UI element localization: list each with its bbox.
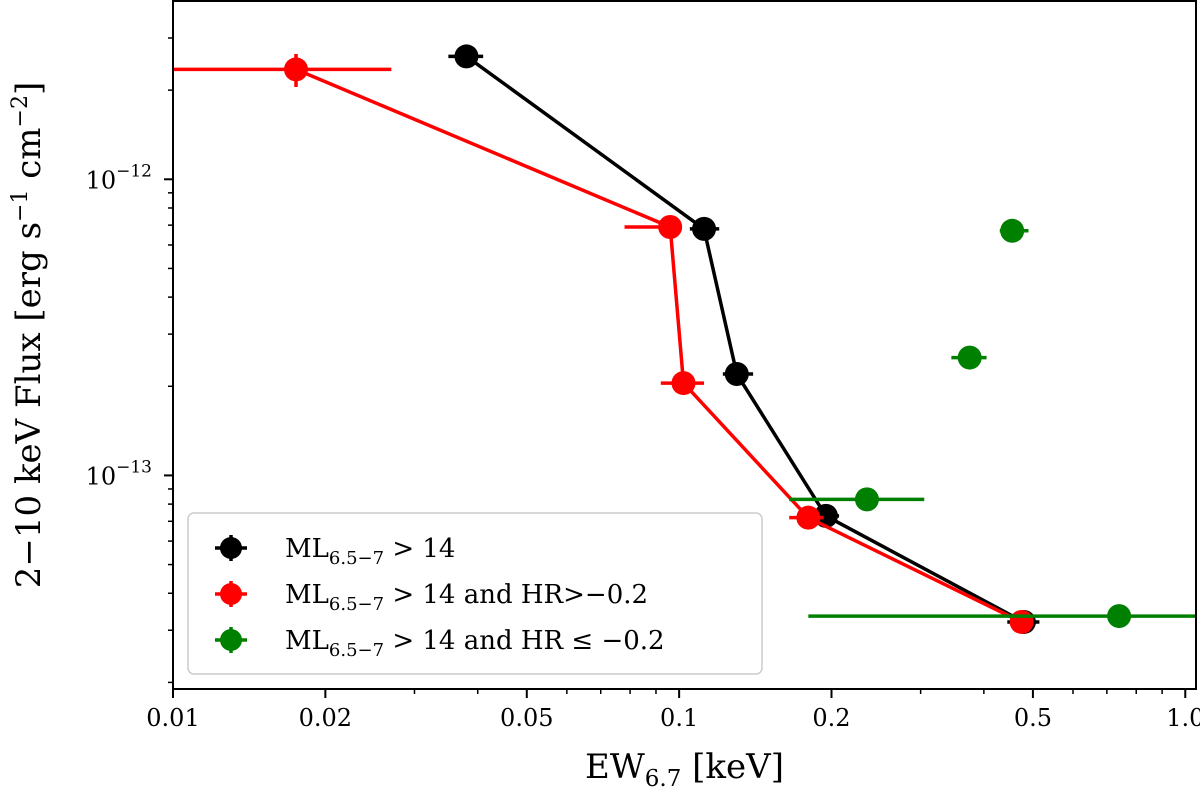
- x-tick-label: 0.2: [812, 704, 850, 732]
- data-point: [454, 44, 479, 69]
- x-tick-label: 0.1: [660, 704, 698, 732]
- data-point: [957, 345, 982, 370]
- legend: ML6.5−7 > 14 ML6.5−7 > 14 and HR>−0.2 ML6.…: [187, 512, 763, 675]
- y-tick-label: 10−12: [86, 161, 152, 194]
- axis-labels: 0.01 0.02 0.05 0.1 0.2 0.5 1.0 10−13 10−12 EW6.7 …: [8, 82, 1200, 792]
- data-point: [692, 216, 717, 241]
- data-point: [1107, 604, 1132, 629]
- x-tick-label: 0.5: [1014, 704, 1052, 732]
- data-layer: [173, 44, 1196, 634]
- data-point: [1000, 218, 1025, 243]
- y-axis-title: 2−10 keV Flux [erg s−1 cm−2]: [8, 82, 49, 589]
- legend-label: ML6.5−7 > 14 and HR>−0.2: [285, 580, 648, 615]
- legend-marker: [220, 537, 242, 559]
- legend-marker: [220, 629, 242, 651]
- legend-label: ML6.5−7 > 14 and HR ≤ −0.2: [285, 626, 665, 661]
- legend-label: ML6.5−7 > 14: [285, 534, 455, 569]
- series-0: [448, 44, 1040, 634]
- data-point: [796, 505, 821, 530]
- legend-marker: [220, 583, 242, 605]
- data-point: [671, 371, 696, 396]
- plot-frame: [172, 0, 1197, 690]
- x-tick-label: 1.0: [1166, 704, 1200, 732]
- data-point: [284, 57, 309, 82]
- data-point: [658, 215, 683, 240]
- x-tick-label: 0.05: [500, 704, 553, 732]
- data-point: [854, 487, 879, 512]
- x-tick-label: 0.01: [146, 704, 199, 732]
- x-axis-title: EW6.7 [keV]: [585, 747, 784, 792]
- series-2: [789, 218, 1196, 629]
- data-point: [724, 362, 749, 387]
- y-tick-label: 10−13: [86, 457, 152, 490]
- data-point: [1009, 609, 1034, 634]
- x-tick-label: 0.02: [299, 704, 352, 732]
- legend-box: [187, 512, 763, 675]
